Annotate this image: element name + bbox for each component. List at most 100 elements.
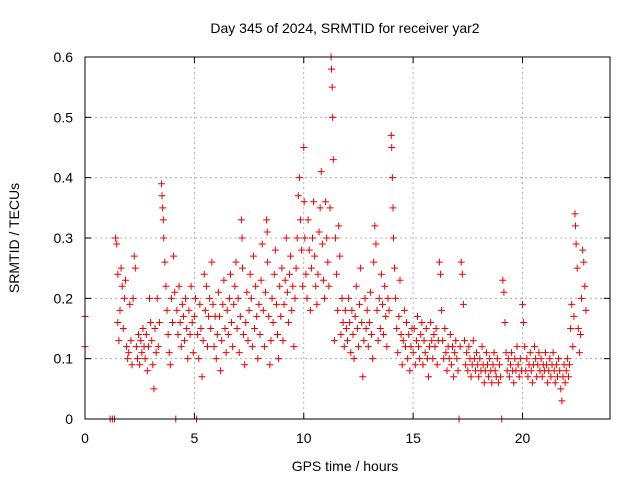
data-point — [447, 361, 455, 369]
data-point — [514, 361, 522, 369]
data-point — [420, 337, 428, 345]
data-point — [438, 306, 446, 314]
data-point — [407, 343, 415, 351]
data-point — [317, 168, 325, 176]
data-point — [576, 331, 584, 339]
data-point — [383, 343, 391, 351]
data-point — [566, 361, 574, 369]
data-point — [275, 355, 283, 363]
data-point — [155, 318, 163, 326]
data-point — [441, 325, 449, 332]
data-point — [371, 222, 379, 230]
data-point — [307, 264, 315, 272]
data-point — [252, 282, 260, 290]
chart-title: Day 345 of 2024, SRMTID for receiver yar… — [210, 20, 479, 36]
data-point — [187, 282, 195, 290]
data-point — [176, 318, 184, 326]
data-point — [353, 325, 361, 332]
data-point — [496, 361, 504, 369]
data-point — [249, 252, 257, 260]
data-point — [257, 276, 265, 284]
data-point — [163, 306, 171, 314]
data-point — [329, 113, 337, 121]
data-point — [349, 331, 357, 339]
data-point — [372, 240, 380, 248]
data-point — [526, 349, 534, 357]
data-point — [167, 294, 175, 302]
data-point — [319, 276, 327, 284]
data-point — [112, 234, 120, 242]
data-point — [510, 379, 518, 387]
data-point — [354, 343, 362, 351]
data-point — [397, 331, 405, 339]
data-point — [233, 325, 241, 332]
data-point — [121, 276, 129, 284]
data-point — [399, 337, 407, 345]
data-point — [254, 355, 262, 363]
data-point — [573, 264, 581, 272]
data-point — [314, 270, 322, 278]
data-point — [443, 367, 451, 375]
data-point — [369, 355, 377, 363]
data-point — [243, 288, 251, 296]
data-point — [415, 343, 423, 351]
data-point — [555, 355, 563, 363]
data-point — [547, 373, 555, 381]
data-point — [552, 361, 560, 369]
data-point — [362, 325, 370, 332]
data-point — [499, 276, 507, 284]
data-point — [212, 355, 220, 363]
data-point — [274, 331, 281, 339]
data-point — [304, 216, 312, 224]
data-point — [388, 174, 396, 182]
data-point — [138, 349, 146, 357]
data-point — [226, 270, 234, 278]
data-point — [228, 318, 236, 326]
data-point — [289, 282, 297, 290]
data-point — [410, 325, 418, 332]
data-point — [574, 325, 582, 332]
data-point — [298, 246, 306, 254]
data-point — [256, 331, 264, 339]
data-point — [436, 270, 444, 278]
data-point — [142, 331, 150, 339]
data-point — [360, 337, 368, 345]
data-point — [465, 343, 473, 351]
data-point — [276, 282, 284, 290]
data-point — [266, 361, 274, 369]
data-point — [435, 258, 443, 266]
data-point — [242, 318, 250, 326]
data-point — [569, 343, 577, 351]
data-point — [128, 361, 136, 369]
x-tick-label: 10 — [296, 430, 312, 446]
data-point — [442, 349, 450, 357]
data-point — [459, 300, 467, 308]
data-point — [316, 204, 324, 212]
data-point — [247, 294, 255, 302]
data-point — [295, 174, 303, 182]
data-point — [189, 349, 197, 357]
x-tick-labels: 0 5 10 15 20 — [81, 430, 530, 446]
data-point — [286, 270, 294, 278]
data-point — [318, 240, 326, 248]
data-point — [161, 258, 169, 266]
data-point — [291, 294, 299, 302]
data-point — [201, 306, 209, 314]
data-point — [405, 331, 413, 339]
data-point — [241, 361, 249, 369]
data-point — [357, 264, 365, 272]
data-point — [428, 337, 436, 345]
data-point — [328, 65, 336, 73]
data-point — [388, 144, 396, 151]
data-point — [494, 379, 502, 387]
data-point — [173, 306, 181, 314]
data-point — [177, 343, 185, 351]
data-point — [166, 361, 174, 369]
data-point — [271, 246, 279, 254]
y-tick-label: 0.1 — [54, 351, 74, 367]
data-point — [114, 270, 122, 278]
data-point — [564, 373, 572, 381]
data-point — [404, 355, 412, 363]
data-point — [478, 343, 486, 351]
